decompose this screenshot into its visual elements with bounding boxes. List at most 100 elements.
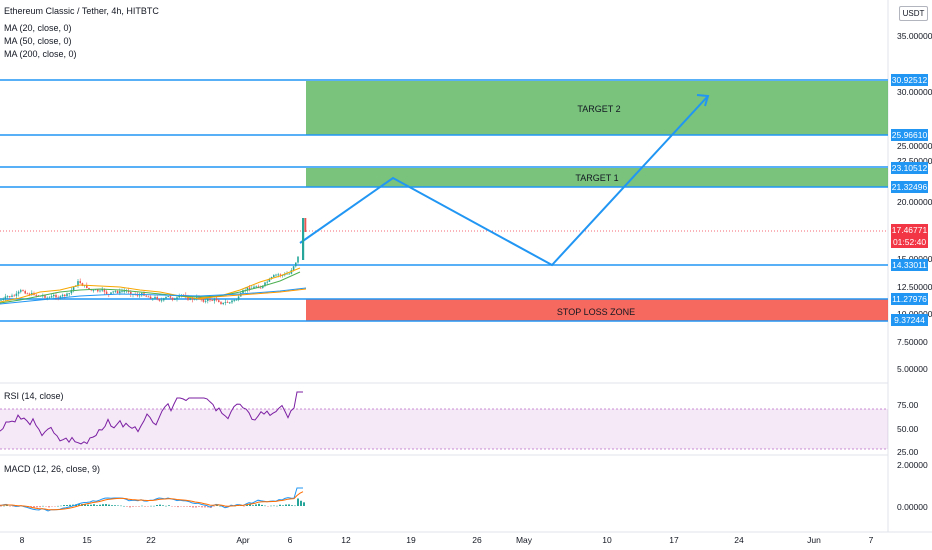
candle-body — [77, 281, 79, 286]
candle-body — [209, 299, 211, 301]
macd-bar — [33, 506, 35, 508]
target-2-zone[interactable] — [306, 81, 888, 135]
candle-body — [189, 298, 191, 300]
price-axis-label: 30.00000 — [897, 87, 932, 97]
macd-bar — [255, 504, 257, 506]
price-tag-target2-bottom: 25.96610 — [891, 129, 928, 141]
macd-bar — [225, 506, 227, 508]
macd-bar — [207, 506, 209, 508]
target-1-label: TARGET 1 — [575, 173, 619, 183]
price-axis-label: 7.50000 — [897, 337, 928, 347]
price-axis-label: 35.00000 — [897, 31, 932, 41]
macd-bar — [36, 506, 38, 508]
macd-bar — [252, 505, 254, 506]
candle-body — [165, 297, 167, 299]
macd-bar — [258, 503, 260, 506]
candle-body — [136, 294, 139, 296]
price-axis-label: 20.00000 — [897, 197, 932, 207]
candle-body — [237, 296, 240, 300]
ma-20-line — [0, 267, 301, 303]
candle-body — [119, 291, 121, 294]
candle-body — [0, 299, 2, 301]
macd-bar — [201, 506, 203, 508]
macd-bar — [153, 505, 155, 507]
candle-body — [200, 298, 202, 300]
macd-legend[interactable]: MACD (12, 26, close, 9) — [4, 464, 101, 474]
target-1-zone[interactable] — [306, 168, 888, 187]
macd-bar — [63, 505, 65, 506]
time-axis-label: 17 — [669, 535, 679, 545]
candle-body — [288, 273, 290, 275]
candle-body — [218, 300, 220, 303]
macd-axis-label: 0.00000 — [897, 502, 928, 512]
ma-20-legend[interactable]: MA (20, close, 0) — [4, 23, 72, 33]
candle-body — [154, 297, 156, 299]
candle-body — [231, 300, 233, 303]
price-tag-target2-top: 30.92512 — [891, 74, 928, 86]
macd-bar — [57, 505, 59, 507]
candle-body — [277, 274, 279, 276]
price-tag-target1-bottom: 21.32496 — [891, 181, 928, 193]
candle-body — [6, 296, 9, 297]
macd-bar — [243, 506, 245, 507]
rsi-legend[interactable]: RSI (14, close) — [4, 391, 64, 401]
candle-body — [262, 285, 264, 288]
stop-loss-label: STOP LOSS ZONE — [556, 307, 636, 317]
macd-bar — [9, 506, 11, 507]
candle-body — [50, 296, 53, 298]
candle-body — [86, 285, 88, 288]
candle-body — [253, 286, 255, 289]
time-axis-label: 6 — [287, 535, 293, 545]
macd-bar — [45, 506, 47, 507]
macd-bar — [303, 502, 305, 506]
rsi-line — [0, 391, 303, 445]
macd-bar — [192, 506, 194, 508]
candle-body — [176, 297, 178, 299]
horizontal-levels[interactable] — [0, 79, 888, 322]
macd-bar — [99, 504, 101, 506]
candle-body — [215, 299, 218, 301]
candle-body — [70, 290, 73, 294]
macd-bar — [147, 506, 149, 507]
stop-loss-zone[interactable] — [306, 299, 888, 321]
macd-bar — [270, 505, 272, 507]
price-tag-current: 17.46771 — [891, 224, 928, 236]
macd-bar — [165, 505, 167, 507]
candle-body — [123, 291, 125, 292]
macd-bar — [6, 505, 8, 507]
candle-body — [114, 291, 117, 292]
price-axis-label: 25.00000 — [897, 141, 932, 151]
macd-bar — [267, 506, 269, 507]
macd-bar — [117, 505, 119, 506]
candle-body — [259, 287, 262, 289]
candle-body — [105, 291, 108, 294]
macd-bar — [30, 506, 32, 508]
macd-bar — [261, 504, 263, 506]
projection-path[interactable] — [299, 95, 709, 267]
currency-button[interactable]: USDT — [899, 6, 928, 21]
candle-body — [174, 298, 176, 300]
candle-body — [270, 277, 273, 279]
macd-bar — [168, 505, 170, 506]
macd-bar — [102, 504, 104, 506]
macd-bar — [93, 504, 95, 506]
ma-50-legend[interactable]: MA (50, close, 0) — [4, 36, 72, 46]
macd-bar — [12, 506, 14, 507]
macd-bar — [72, 504, 74, 506]
candle-body — [152, 298, 154, 300]
ma-200-line — [0, 287, 307, 305]
macd-bar — [96, 505, 98, 506]
macd-bar — [288, 504, 290, 506]
candle-body — [17, 291, 20, 294]
macd-bar — [69, 504, 71, 506]
candle-body — [55, 295, 57, 298]
macd-bar — [177, 506, 179, 508]
macd-bar — [132, 506, 134, 507]
macd-bar — [114, 505, 116, 506]
projection-arrowhead — [696, 94, 710, 107]
candle-body — [233, 299, 235, 301]
candle-body — [302, 218, 305, 260]
ma-50-line — [0, 271, 301, 304]
ma-200-legend[interactable]: MA (200, close, 0) — [4, 49, 77, 59]
